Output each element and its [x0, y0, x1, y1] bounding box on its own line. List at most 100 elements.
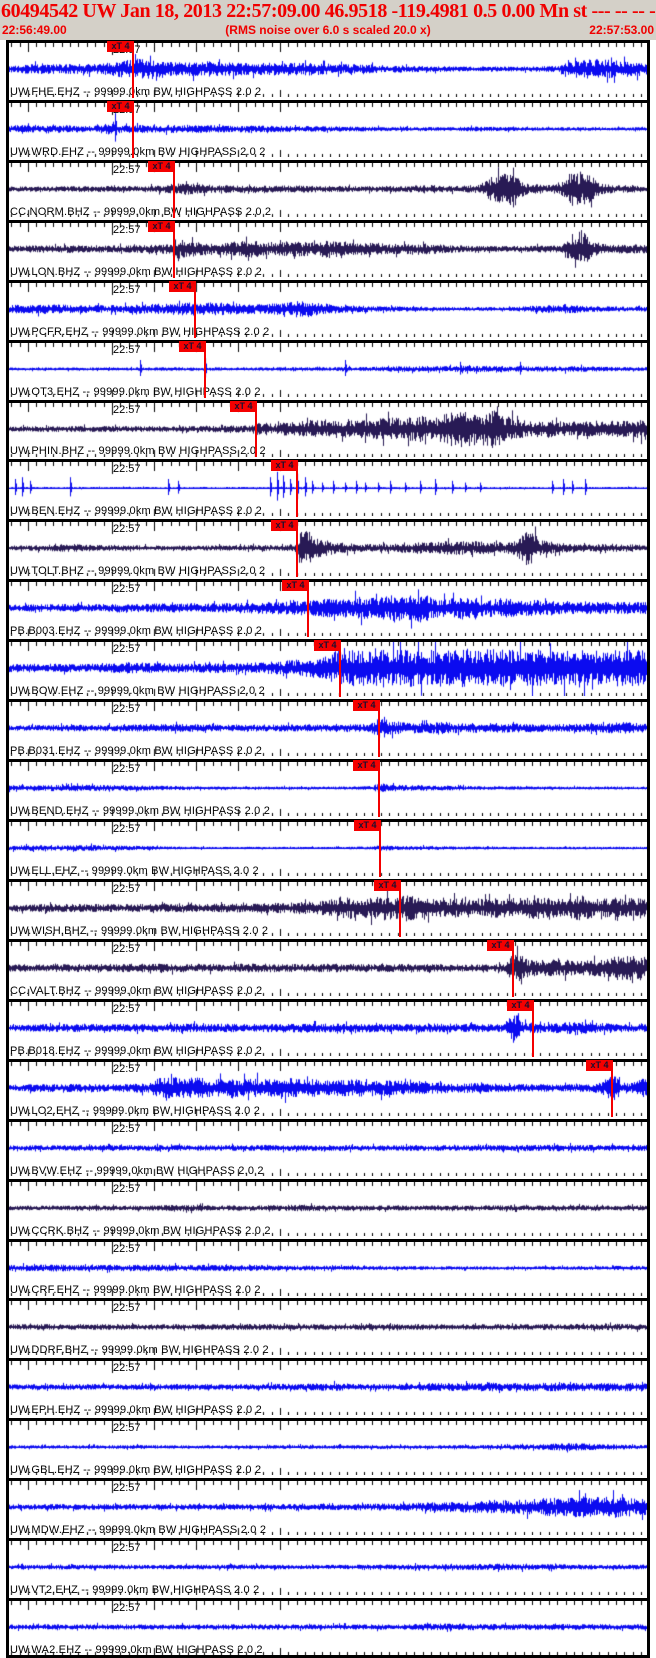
trace-panel-UW.LON.BHZ [6, 219, 650, 280]
waveform-UW.PCFR.EHZ[interactable] [9, 282, 647, 337]
station-label-UW.PHIN.BHZ: UW.PHIN.BHZ -- 99999.0km BW HIGHPASS 2.0… [10, 445, 266, 458]
minute-label-UW.BOW.EHZ: 22:57 [113, 643, 141, 656]
pick-line-UW.PHIN.BHZ [255, 402, 257, 458]
trace-panel-UW.VT2.EHZ [6, 1538, 650, 1599]
minute-label-UW.WA2.EHZ: 22:57 [113, 1602, 141, 1615]
pick-flag-PB.B003.EHZ[interactable]: xT 4 [282, 580, 309, 592]
minute-label-UW.ELL.EHZ: 22:57 [113, 823, 141, 836]
station-label-PB.B003.EHZ: PB.B003.EHZ -- 99999.0km BW HIGHPASS 2.0… [10, 625, 263, 638]
waveform-UW.WISH.BHZ[interactable] [9, 881, 647, 936]
pick-line-UW.LO2.EHZ [611, 1061, 613, 1117]
pick-flag-UW.TOLT.BHZ[interactable]: xT 4 [271, 520, 298, 532]
waveform-UW.MDW.EHZ[interactable] [9, 1481, 647, 1536]
waveform-UW.WA2.EHZ[interactable] [9, 1601, 647, 1656]
waveform-CC.NORM.BHZ[interactable] [9, 162, 647, 217]
station-label-UW.OT3.EHZ: UW.OT3.EHZ -- 99999.0km BW HIGHPASS 2.0 … [10, 385, 261, 398]
station-label-UW.PCFR.EHZ: UW.PCFR.EHZ -- 99999.0km BW HIGHPASS 2.0… [10, 325, 270, 338]
waveform-UW.BEN.EHZ[interactable] [9, 462, 647, 517]
waveform-UW.ELL.EHZ[interactable] [9, 822, 647, 877]
minute-label-UW.BEN.EHZ: 22:57 [113, 463, 141, 476]
station-label-CC.VALT.BHZ: CC.VALT.BHZ -- 99999.0km BW HIGHPASS 2.0… [10, 984, 263, 997]
pick-flag-CC.VALT.BHZ[interactable]: xT 4 [487, 939, 514, 951]
pick-line-UW.OT3.EHZ [204, 342, 206, 398]
trace-panel-UW.PHIN.BHZ [6, 399, 650, 460]
station-label-UW.LON.BHZ: UW.LON.BHZ -- 99999.0km BW HIGHPASS 2.0 … [10, 265, 262, 278]
event-summary-line: 60494542 UW Jan 18, 2013 22:57:09.00 46.… [1, 0, 656, 22]
pick-flag-UW.PCFR.EHZ[interactable]: xT 4 [169, 280, 196, 292]
station-label-UW.CCRK.BHZ: UW.CCRK.BHZ -- 99999.0km BW HIGHPASS 2.0… [10, 1224, 271, 1237]
pick-flag-CC.NORM.BHZ[interactable]: xT 4 [148, 160, 175, 172]
waveform-PB.B031.EHZ[interactable] [9, 702, 647, 757]
pick-line-CC.VALT.BHZ [512, 941, 514, 997]
minute-label-CC.VALT.BHZ: 22:57 [113, 942, 141, 955]
minute-label-PB.B031.EHZ: 22:57 [113, 703, 141, 716]
pick-flag-UW.PHIN.BHZ[interactable]: xT 4 [230, 400, 257, 412]
waveform-UW.BEND.EHZ[interactable] [9, 762, 647, 817]
waveform-UW.WRD.EHZ[interactable] [9, 102, 647, 157]
waveform-UW.BVW.EHZ[interactable] [9, 1121, 647, 1176]
waveform-PB.B018.EHZ[interactable] [9, 1001, 647, 1056]
trace-panel-UW.PCFR.EHZ [6, 279, 650, 340]
pick-line-UW.PCFR.EHZ [194, 282, 196, 338]
window-start-time: 22:56:49.00 [2, 23, 67, 37]
pick-flag-UW.ELL.EHZ[interactable]: xT 4 [354, 820, 381, 832]
pick-flag-UW.LON.BHZ[interactable]: xT 4 [148, 220, 175, 232]
waveform-UW.FHE.EHZ[interactable] [9, 43, 647, 97]
minute-label-UW.CCRK.BHZ: 22:57 [113, 1182, 141, 1195]
pick-flag-UW.BOW.EHZ[interactable]: xT 4 [314, 640, 341, 652]
waveform-UW.BOW.EHZ[interactable] [9, 642, 647, 697]
trace-panel-PB.B031.EHZ [6, 699, 650, 760]
station-label-UW.BEN.EHZ: UW.BEN.EHZ -- 99999.0km BW HIGHPASS 2.0 … [10, 505, 262, 518]
waveform-UW.OT3.EHZ[interactable] [9, 342, 647, 397]
minute-label-CC.NORM.BHZ: 22:57 [113, 163, 141, 176]
pick-line-CC.NORM.BHZ [173, 162, 175, 218]
waveform-UW.GBL.EHZ[interactable] [9, 1421, 647, 1476]
station-label-UW.WA2.EHZ: UW.WA2.EHZ -- 99999.0km BW HIGHPASS 2.0 … [10, 1644, 263, 1656]
pick-flag-PB.B031.EHZ[interactable]: xT 4 [353, 700, 380, 712]
trace-panel-UW.WA2.EHZ [6, 1598, 650, 1658]
minute-label-UW.LO2.EHZ: 22:57 [113, 1062, 141, 1075]
trace-panel-UW.BVW.EHZ [6, 1118, 650, 1179]
pick-line-UW.FHE.EHZ [132, 43, 134, 98]
waveform-UW.LO2.EHZ[interactable] [9, 1061, 647, 1116]
minute-label-UW.GBL.EHZ: 22:57 [113, 1422, 141, 1435]
pick-line-PB.B003.EHZ [307, 582, 309, 638]
pick-flag-UW.FHE.EHZ[interactable]: xT 4 [107, 41, 134, 52]
pick-flag-UW.LO2.EHZ[interactable]: xT 4 [586, 1059, 613, 1071]
waveform-UW.LON.BHZ[interactable] [9, 222, 647, 277]
waveform-UW.EPH.EHZ[interactable] [9, 1361, 647, 1416]
station-label-UW.DDRF.BHZ: UW.DDRF.BHZ -- 99999.0km BW HIGHPASS 2.0… [10, 1344, 269, 1357]
minute-label-UW.CRF.EHZ: 22:57 [113, 1242, 141, 1255]
trace-panel-UW.BOW.EHZ [6, 639, 650, 700]
trace-panel-UW.OT3.EHZ [6, 339, 650, 400]
pick-line-UW.TOLT.BHZ [296, 522, 298, 578]
pick-line-UW.LON.BHZ [173, 222, 175, 278]
scaling-note: (RMS noise over 6.0 s scaled 20.0 x) [225, 23, 431, 37]
waveform-UW.DDRF.BHZ[interactable] [9, 1301, 647, 1356]
waveform-UW.CCRK.BHZ[interactable] [9, 1181, 647, 1236]
pick-flag-PB.B018.EHZ[interactable]: xT 4 [507, 999, 534, 1011]
waveform-PB.B003.EHZ[interactable] [9, 582, 647, 637]
waveform-UW.TOLT.BHZ[interactable] [9, 522, 647, 577]
trace-list [0, 40, 656, 1658]
pick-flag-UW.WRD.EHZ[interactable]: xT 4 [107, 100, 134, 112]
pick-flag-UW.OT3.EHZ[interactable]: xT 4 [179, 340, 206, 352]
trace-panel-UW.BEND.EHZ [6, 759, 650, 820]
station-label-UW.CRF.EHZ: UW.CRF.EHZ -- 99999.0km BW HIGHPASS 2.0 … [10, 1284, 261, 1297]
waveform-UW.CRF.EHZ[interactable] [9, 1241, 647, 1296]
trace-panel-UW.WISH.BHZ [6, 878, 650, 939]
station-label-CC.NORM.BHZ: CC.NORM.BHZ -- 99999.0km BW HIGHPASS 2.0… [10, 205, 272, 218]
pick-flag-UW.BEND.EHZ[interactable]: xT 4 [353, 760, 380, 772]
pick-flag-UW.BEN.EHZ[interactable]: xT 4 [271, 460, 298, 472]
station-label-UW.ELL.EHZ: UW.ELL.EHZ -- 99999.0km BW HIGHPASS 2.0 … [10, 864, 259, 877]
pick-line-UW.WRD.EHZ [132, 102, 134, 158]
waveform-CC.VALT.BHZ[interactable] [9, 941, 647, 996]
minute-label-UW.LON.BHZ: 22:57 [113, 223, 141, 236]
event-header: 60494542 UW Jan 18, 2013 22:57:09.00 46.… [0, 0, 656, 40]
pick-flag-UW.WISH.BHZ[interactable]: xT 4 [374, 879, 401, 891]
waveform-UW.PHIN.BHZ[interactable] [9, 402, 647, 457]
station-label-UW.FHE.EHZ: UW.FHE.EHZ -- 99999.0km BW HIGHPASS 2.0 … [10, 85, 262, 98]
trace-panel-PB.B003.EHZ [6, 579, 650, 640]
waveform-UW.VT2.EHZ[interactable] [9, 1541, 647, 1596]
